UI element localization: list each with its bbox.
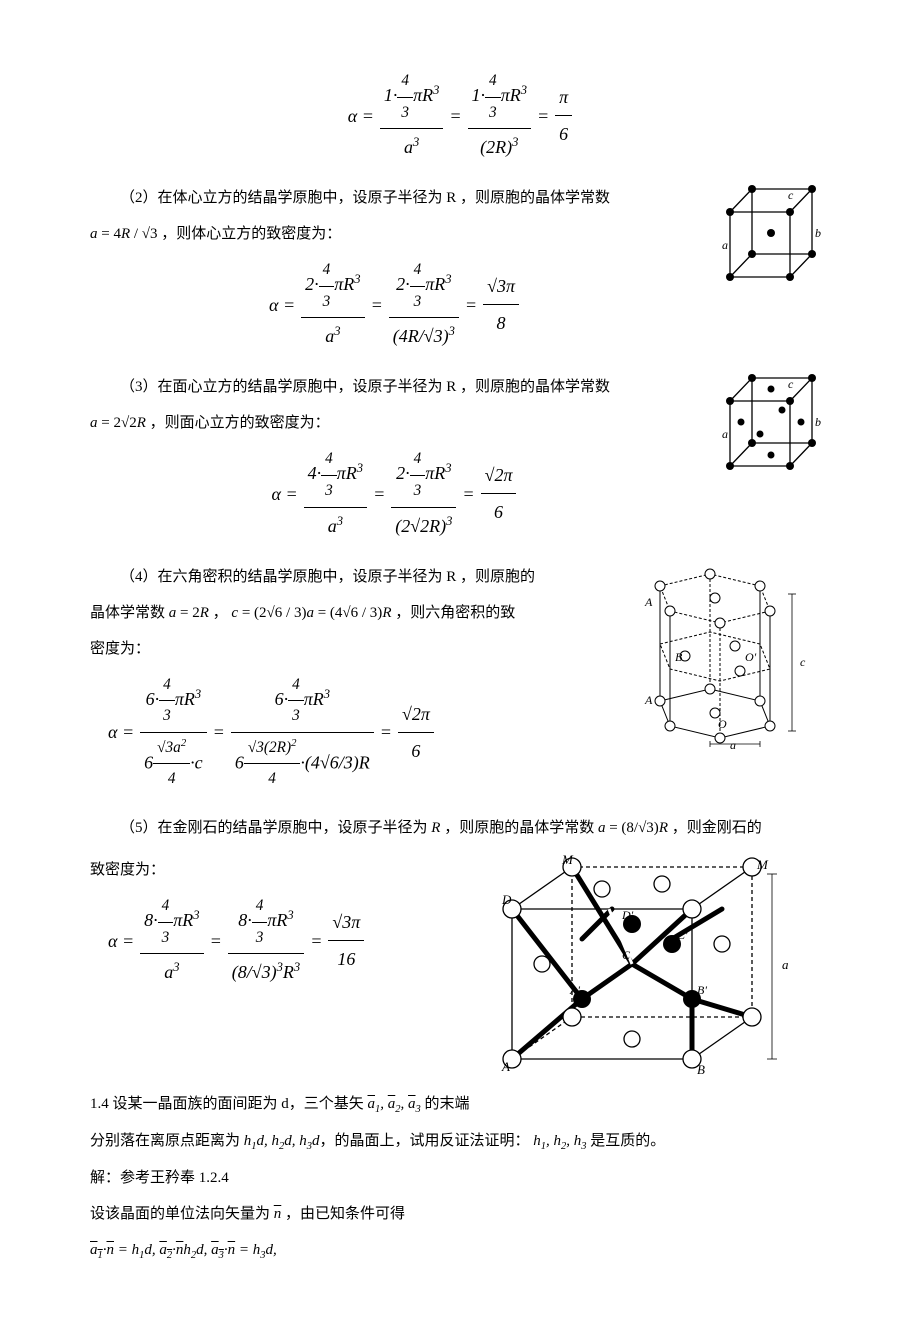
sec4-line3: 密度为：: [90, 634, 588, 664]
svg-text:C: C: [622, 948, 631, 962]
svg-text:B: B: [675, 650, 683, 664]
svg-text:A: A: [501, 1059, 510, 1074]
q14-line5: a1·n = h1d, a2·nh2d, a3·n = h3d,: [90, 1235, 830, 1266]
svg-text:O: O: [718, 717, 727, 731]
svg-text:A': A': [569, 983, 580, 997]
sec4-line2: 晶体学常数 a = 2R ， c = (2√6 / 3)a = (4√6 / 3…: [90, 598, 588, 628]
equation-bcc-packing: α = 2·43πR3a3 = 2·43πR3(4R/√3)3 = √3π8: [90, 255, 698, 354]
figure-bcc-cell: a b c: [710, 177, 830, 292]
equation-diamond-packing: α = 8·43πR3a3 = 8·43πR3(8/√3)3R3 = √3π16: [108, 891, 460, 990]
svg-text:A: A: [644, 595, 653, 609]
svg-text:a: a: [782, 957, 789, 972]
svg-text:c: c: [788, 188, 794, 202]
svg-text:c: c: [788, 377, 794, 391]
svg-text:B: B: [697, 1062, 705, 1077]
q14-line2: 分别落在离原点距离为 h1d, h2d, h3d，的晶面上，试用反证法证明： h…: [90, 1126, 830, 1157]
svg-text:A: A: [644, 693, 653, 707]
svg-text:a: a: [730, 738, 736, 751]
sec4-line1: （4）在六角密积的结晶学原胞中，设原子半径为 R ，则原胞的: [90, 562, 588, 592]
svg-text:a: a: [722, 427, 728, 441]
sec5-line1: （5）在金刚石的结晶学原胞中，设原子半径为 R ，则原胞的晶体学常数 a = (…: [90, 813, 830, 843]
svg-text:O': O': [745, 650, 757, 664]
equation-hcp-packing: α = 6·43πR36√3a24·c = 6·43πR36√3(2R)24·(…: [108, 670, 588, 795]
svg-text:B': B': [697, 983, 707, 997]
svg-text:b: b: [815, 415, 821, 429]
svg-text:M: M: [756, 857, 769, 872]
sec2-title: （2）在体心立方的结晶学原胞中，设原子半径为 R ，则原胞的晶体学常数: [90, 183, 698, 213]
sec3-title: （3）在面心立方的结晶学原胞中，设原子半径为 R ，则原胞的晶体学常数: [90, 372, 698, 402]
svg-text:D': D': [621, 908, 634, 922]
svg-text:b: b: [815, 226, 821, 240]
svg-text:C': C': [677, 928, 688, 942]
sec5-line2: 致密度为：: [90, 855, 460, 885]
sec2-cond: a = 4R / √3 ，则体心立方的致密度为：: [90, 219, 698, 249]
sec3-cond: a = 2√2R ，则面心立方的致密度为：: [90, 408, 698, 438]
equation-sc-packing: α = 1·43πR3a3 = 1·43πR3(2R)3 = π6: [90, 66, 830, 165]
svg-text:a: a: [722, 238, 728, 252]
figure-diamond-cell: D A B M M C A' B' C' D' a: [472, 849, 812, 1079]
q14-line4: 设该晶面的单位法向矢量为 n ，由已知条件可得: [90, 1199, 830, 1229]
q14-line3: 解：参考王矜奉 1.2.4: [90, 1163, 830, 1193]
q14-line1: 1.4 设某一晶面族的面间距为 d，三个基矢 a1, a2, a3 的末端: [90, 1089, 830, 1120]
figure-hcp-cell: A A B O O' a c: [600, 556, 830, 751]
figure-fcc-cell: a b c: [710, 366, 830, 481]
equation-fcc-packing: α = 4·43πR3a3 = 2·43πR3(2√2R)3 = √2π6: [90, 444, 698, 543]
svg-text:c: c: [800, 655, 806, 669]
svg-text:D: D: [501, 892, 512, 907]
svg-text:M: M: [561, 852, 574, 867]
